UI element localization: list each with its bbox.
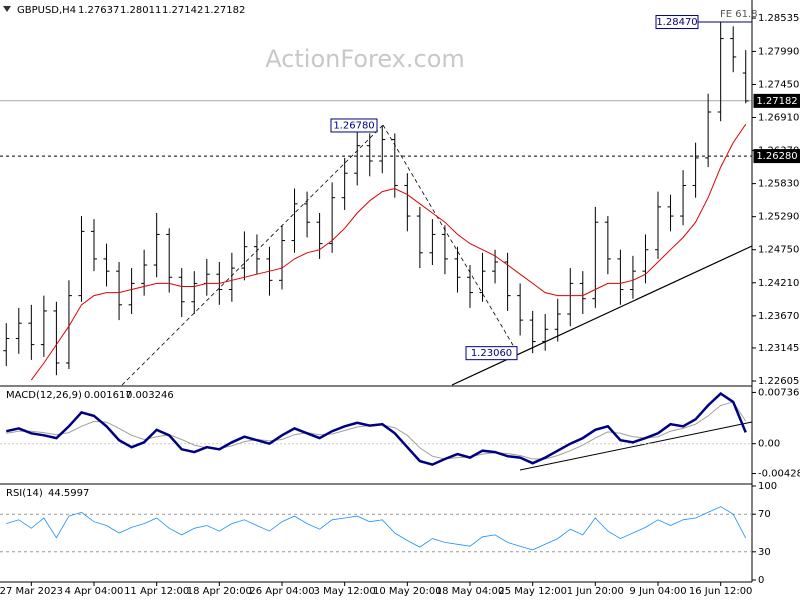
header-low: 1.27142 bbox=[162, 5, 203, 16]
price-label: 1.26780 bbox=[333, 120, 374, 131]
trendline bbox=[451, 245, 753, 386]
current-price-box bbox=[753, 93, 800, 108]
x-tick-label: 18 Apr 20:00 bbox=[187, 586, 252, 597]
y-tick-label: 70 bbox=[758, 509, 771, 520]
header-close: 1.27182 bbox=[204, 5, 245, 16]
price-label-box bbox=[655, 15, 699, 30]
x-tick-label: 26 Apr 04:00 bbox=[249, 586, 314, 597]
annotation: FE 61.8 bbox=[720, 9, 758, 20]
macd-title: MACD(12,26,9) bbox=[6, 390, 82, 401]
y-tick-label: 1.27990 bbox=[758, 46, 799, 57]
y-tick-label: 1.24210 bbox=[758, 278, 799, 289]
menu-icon bbox=[3, 6, 11, 12]
x-tick-label: 27 Mar 2023 bbox=[0, 586, 63, 597]
y-tick-label: 0.00 bbox=[758, 439, 780, 450]
macd-value: 0.001617 bbox=[84, 390, 132, 401]
header-high: 1.28011 bbox=[120, 5, 161, 16]
fib-line bbox=[121, 124, 384, 386]
y-tick-label: 30 bbox=[758, 547, 771, 558]
x-tick-label: 1 Jun 20:00 bbox=[567, 586, 624, 597]
macd-trendline bbox=[519, 421, 753, 471]
x-tick-label: 25 May 12:00 bbox=[498, 586, 567, 597]
y-tick-label: 1.23670 bbox=[758, 311, 799, 322]
line bbox=[30, 124, 747, 381]
price-label: 1.28470 bbox=[656, 17, 697, 28]
y-tick-label: 1.28535 bbox=[758, 13, 799, 24]
x-tick-label: 16 Jun 12:00 bbox=[689, 586, 753, 597]
x-tick-label: 10 May 20:00 bbox=[373, 586, 442, 597]
x-tick-label: 4 Apr 04:00 bbox=[65, 586, 124, 597]
price-label-box bbox=[330, 118, 378, 133]
fib-line bbox=[382, 124, 518, 353]
y-tick-label: 1.22605 bbox=[758, 376, 799, 387]
x-tick-label: 18 May 04:00 bbox=[436, 586, 505, 597]
level-label: 1.26280 bbox=[756, 151, 797, 162]
price-label-box bbox=[465, 346, 518, 361]
y-tick-label: 1.26910 bbox=[758, 113, 799, 124]
y-tick-label: 0 bbox=[758, 575, 764, 586]
signal-value: 0.003246 bbox=[126, 390, 174, 401]
x-tick-label: 9 Jun 04:00 bbox=[629, 586, 686, 597]
line bbox=[6, 392, 747, 466]
y-tick-label: -0.004286 bbox=[758, 469, 800, 480]
current-price: 1.27182 bbox=[756, 96, 797, 107]
x-tick-label: 3 May 12:00 bbox=[314, 586, 376, 597]
y-tick-label: 1.23145 bbox=[758, 343, 799, 354]
rsi-value: 44.5997 bbox=[48, 488, 89, 499]
level-label-box bbox=[753, 149, 800, 164]
symbol-title: GBPUSD,H4 bbox=[17, 5, 76, 16]
y-tick-label: 100 bbox=[758, 481, 777, 492]
x-tick-label: 11 Apr 12:00 bbox=[124, 586, 189, 597]
header-open: 1.27637 bbox=[78, 5, 119, 16]
watermark: ActionForex.com bbox=[265, 45, 465, 73]
y-tick-label: 1.24750 bbox=[758, 245, 799, 256]
y-tick-label: 1.25830 bbox=[758, 179, 799, 190]
y-tick-label: 1.27450 bbox=[758, 79, 799, 90]
line bbox=[6, 506, 747, 551]
y-tick-label: 1.25290 bbox=[758, 212, 799, 223]
rsi-title: RSI(14) bbox=[6, 488, 43, 499]
price-label: 1.23060 bbox=[471, 348, 512, 359]
y-tick-label: 0.007366 bbox=[758, 387, 800, 398]
